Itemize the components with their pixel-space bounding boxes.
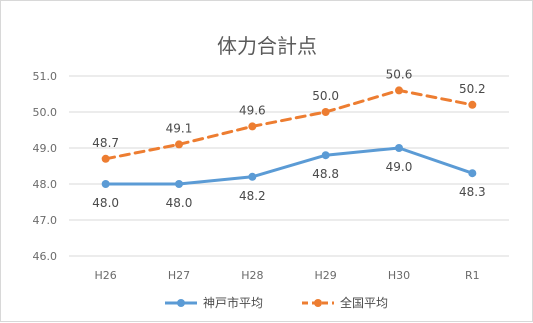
data-label: 49.0 <box>386 160 413 174</box>
data-point <box>101 154 110 163</box>
data-label: 50.0 <box>312 89 339 103</box>
data-label: 48.2 <box>239 189 266 203</box>
y-tick-label: 51.0 <box>33 70 58 83</box>
data-label: 48.8 <box>312 167 339 181</box>
data-label: 48.3 <box>459 185 486 199</box>
data-point <box>321 108 330 116</box>
legend-marker <box>177 299 185 307</box>
series-1: 48.0 48.0 48.2 48.8 49.0 48.3 <box>92 144 486 210</box>
series-line <box>104 88 474 161</box>
x-tick-label: H27 <box>168 269 190 282</box>
series-group: 48.0 48.0 48.2 48.8 49.0 48.3 48.7 49.1 49.6 50.0… <box>92 67 485 210</box>
x-tick-label: H30 <box>388 269 410 282</box>
x-tick-label: H28 <box>241 269 263 282</box>
y-tick-label: 48.0 <box>33 178 58 191</box>
y-tick-label: 49.0 <box>33 142 58 155</box>
legend: 神戸市平均 全国平均 <box>165 295 388 310</box>
data-point <box>395 86 403 95</box>
y-tick-label: 50.0 <box>33 106 58 119</box>
data-point <box>468 169 477 178</box>
chart-title: 体力合計点 <box>217 34 317 58</box>
y-tick-label: 46.0 <box>33 250 58 263</box>
data-point <box>175 180 183 188</box>
data-label: 48.7 <box>92 136 119 150</box>
data-label: 49.1 <box>166 121 193 135</box>
data-point <box>248 122 257 131</box>
data-point <box>101 180 110 188</box>
data-point <box>248 172 257 181</box>
legend-label: 全国平均 <box>340 295 388 310</box>
series-line <box>104 146 474 186</box>
series-2: 48.7 49.1 49.6 50.0 50.6 50.2 <box>92 67 486 163</box>
data-label: 50.2 <box>459 82 486 96</box>
data-point <box>468 100 477 109</box>
legend-marker <box>314 299 322 307</box>
data-point <box>175 140 183 149</box>
data-label: 48.0 <box>166 196 193 210</box>
data-label: 49.6 <box>239 103 266 117</box>
y-axis-ticks: 46.0 47.0 48.0 49.0 50.0 51.0 <box>33 70 58 263</box>
data-label: 48.0 <box>92 196 119 210</box>
legend-label: 神戸市平均 <box>203 295 263 310</box>
data-label: 50.6 <box>386 67 413 81</box>
x-tick-label: H26 <box>95 269 117 282</box>
y-tick-label: 47.0 <box>33 214 58 227</box>
data-point <box>395 144 403 152</box>
x-tick-label: R1 <box>465 269 480 282</box>
x-tick-label: H29 <box>315 269 337 282</box>
data-point <box>321 151 330 160</box>
x-axis-ticks: H26 H27 H28 H29 H30 R1 <box>95 269 480 282</box>
